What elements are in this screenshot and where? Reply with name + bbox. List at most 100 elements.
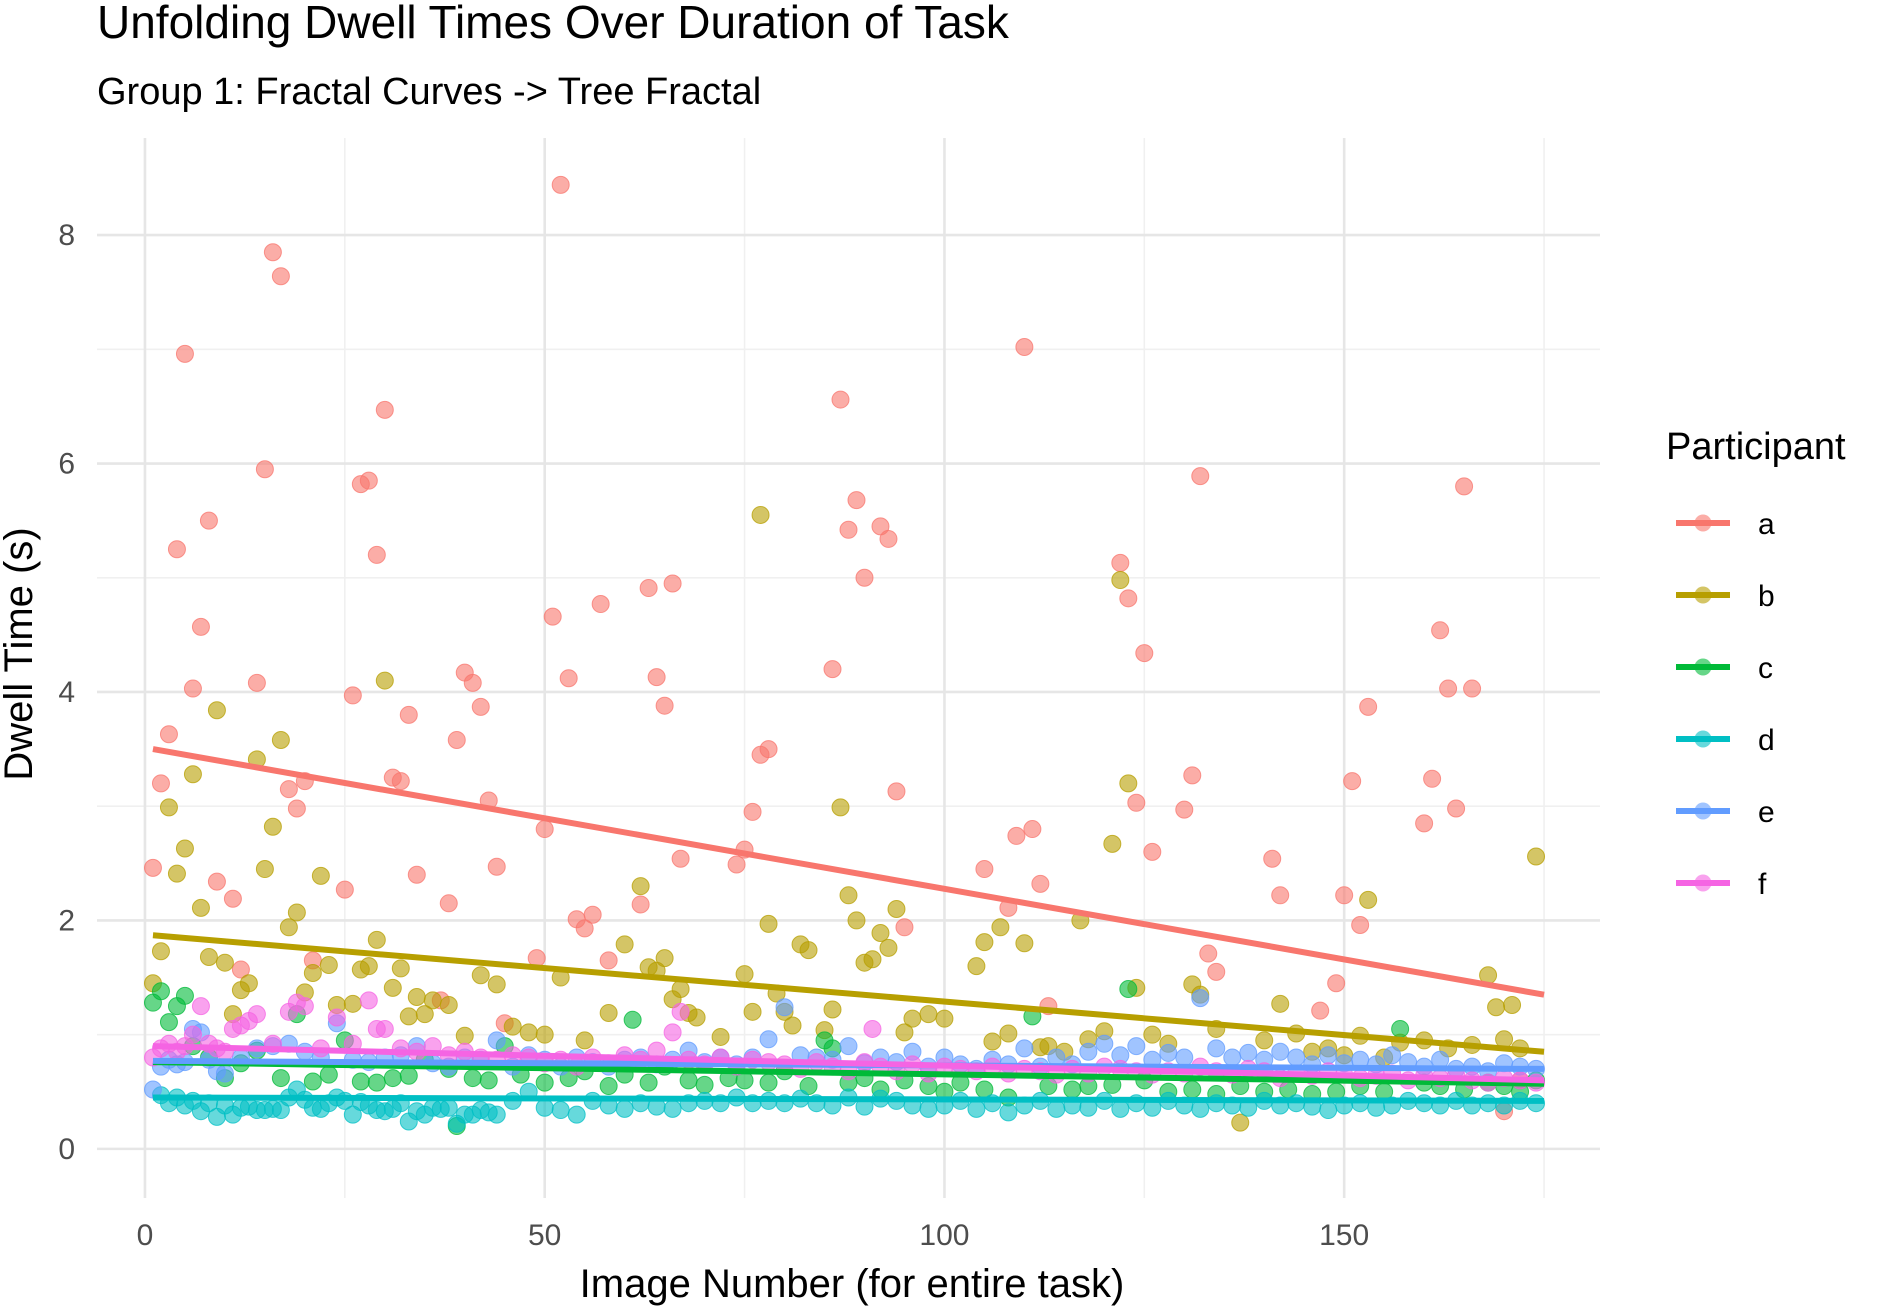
data-point-c: [367, 1073, 386, 1092]
data-point-b: [199, 947, 218, 966]
data-point-a: [879, 529, 898, 548]
data-point-b: [207, 701, 226, 720]
data-point-f: [327, 1008, 346, 1027]
data-point-c: [479, 1071, 498, 1090]
data-point-a: [191, 617, 210, 636]
data-point-b: [1143, 1025, 1162, 1044]
data-point-b: [1103, 834, 1122, 853]
y-tick-label: 0: [58, 1133, 75, 1166]
data-point-b: [263, 817, 282, 836]
data-point-b: [687, 1008, 706, 1027]
data-point-a: [399, 705, 418, 724]
data-point-b: [239, 974, 258, 993]
trend-lines: [152, 746, 1545, 1104]
data-point-b: [935, 1009, 954, 1028]
data-point-b: [191, 898, 210, 917]
data-point-e: [1239, 1043, 1258, 1062]
data-point-c: [1183, 1080, 1202, 1099]
data-point-b: [655, 949, 674, 968]
data-point-a: [855, 568, 874, 587]
data-point-a: [647, 668, 666, 687]
data-point-a: [655, 696, 674, 715]
data-point-b: [847, 911, 866, 930]
data-point-b: [159, 798, 178, 817]
data-point-a: [1175, 800, 1194, 819]
data-point-b: [863, 950, 882, 969]
data-point-d: [663, 1099, 682, 1118]
data-point-a: [1263, 849, 1282, 868]
data-point-a: [391, 772, 410, 791]
data-point-d: [487, 1105, 506, 1124]
data-point-b: [839, 886, 858, 905]
data-point-c: [623, 1010, 642, 1029]
data-point-c: [175, 986, 194, 1005]
data-point-a: [375, 400, 394, 419]
data-point-c: [383, 1069, 402, 1088]
data-point-e: [215, 1064, 234, 1083]
data-point-e: [1287, 1048, 1306, 1067]
data-point-e: [1175, 1048, 1194, 1067]
data-point-b: [423, 991, 442, 1010]
legend-label-c: c: [1758, 652, 1773, 685]
data-point-f: [247, 1005, 266, 1024]
data-point-d: [1047, 1099, 1066, 1118]
data-point-a: [839, 520, 858, 539]
chart-title: Unfolding Dwell Times Over Duration of T…: [97, 0, 1010, 48]
data-point-b: [359, 957, 378, 976]
data-point-a: [471, 697, 490, 716]
data-point-b: [1359, 890, 1378, 909]
data-point-a: [1327, 974, 1346, 993]
data-point-a: [207, 872, 226, 891]
data-point-f: [375, 1019, 394, 1038]
y-tick-label: 4: [58, 676, 75, 709]
data-point-a: [743, 802, 762, 821]
data-point-a: [559, 669, 578, 688]
data-point-a: [255, 460, 274, 479]
data-point-b: [279, 918, 298, 937]
legend-label-e: e: [1758, 796, 1775, 829]
data-point-b: [599, 1003, 618, 1022]
trend-line-d: [152, 1094, 1545, 1104]
data-point-a: [887, 782, 906, 801]
data-point-b: [455, 1026, 474, 1045]
data-point-b: [215, 953, 234, 972]
data-point-a: [1143, 842, 1162, 861]
data-point-a: [1007, 826, 1026, 845]
legend-dot-f: [1694, 874, 1712, 892]
legend-dot-c: [1694, 658, 1712, 676]
data-point-c: [159, 1013, 178, 1032]
data-point-b: [383, 978, 402, 997]
data-point-a: [1127, 793, 1146, 812]
data-point-b: [319, 955, 338, 974]
data-point-a: [487, 857, 506, 876]
data-point-a: [1311, 1001, 1330, 1020]
y-tick-label: 2: [58, 904, 75, 937]
data-point-d: [999, 1103, 1018, 1122]
data-point-b: [671, 979, 690, 998]
x-axis-title: Image Number (for entire task): [580, 1262, 1125, 1306]
data-point-a: [463, 673, 482, 692]
data-point-b: [255, 860, 274, 879]
data-point-b: [391, 959, 410, 978]
data-point-b: [751, 505, 770, 524]
data-point-a: [663, 574, 682, 593]
data-point-b: [367, 930, 386, 949]
data-point-b: [967, 957, 986, 976]
data-point-a: [895, 918, 914, 937]
data-point-a: [279, 780, 298, 799]
data-point-c: [639, 1073, 658, 1092]
data-point-a: [231, 960, 250, 979]
data-point-a: [591, 595, 610, 614]
data-point-e: [1207, 1039, 1226, 1058]
data-point-a: [359, 471, 378, 490]
data-point-d: [551, 1101, 570, 1120]
data-point-a: [151, 774, 170, 793]
x-tick-label: 0: [137, 1219, 154, 1252]
data-point-b: [711, 1027, 730, 1046]
trend-line-a: [152, 746, 1545, 998]
data-point-e: [1223, 1048, 1242, 1067]
data-point-b: [399, 1007, 418, 1026]
data-point-a: [1455, 477, 1474, 496]
data-point-a: [143, 858, 162, 877]
